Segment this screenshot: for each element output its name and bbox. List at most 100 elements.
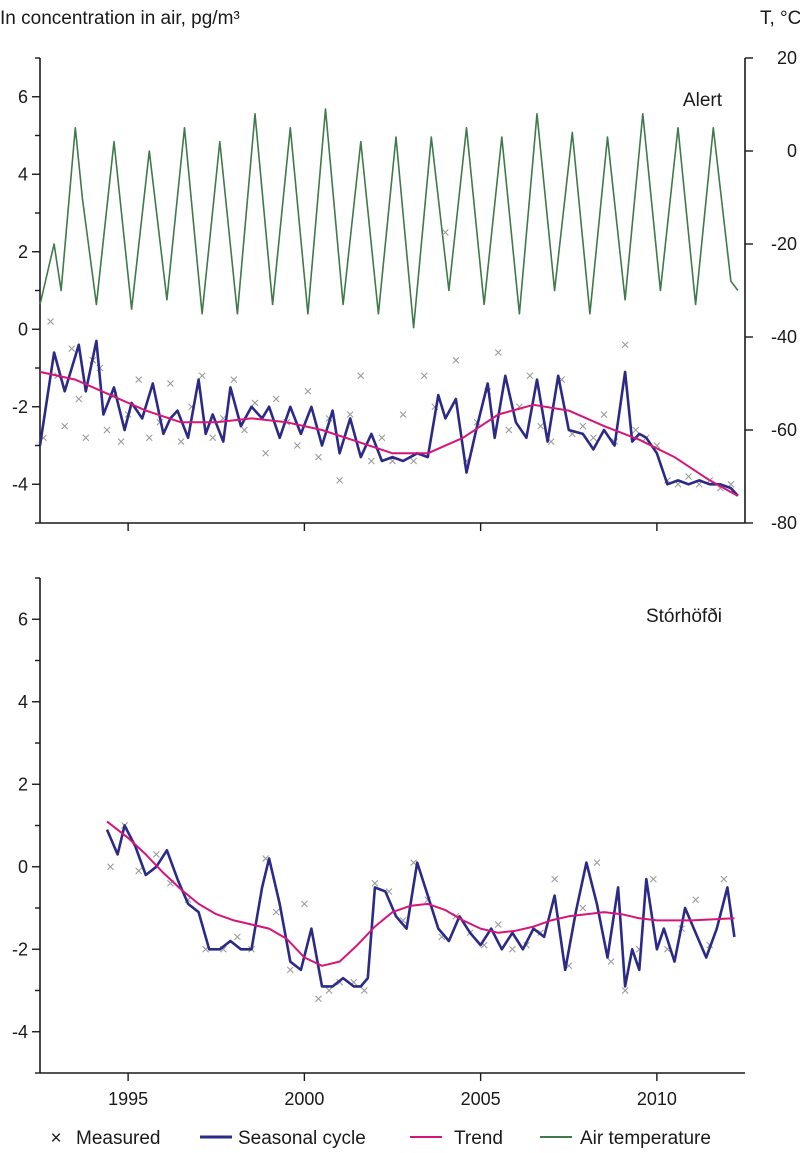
- y-tick-label-storhofdi: -2: [12, 939, 28, 959]
- measured-point: [234, 933, 241, 941]
- legend-measured-symbol: ×: [50, 1128, 61, 1149]
- measured-point: [600, 411, 608, 418]
- measured-point: [441, 228, 449, 236]
- measured-point: [315, 995, 322, 1003]
- measured-point: [107, 863, 114, 871]
- series-seasonal-cycle-storhofdi: [105, 824, 736, 988]
- measured-point: [241, 426, 248, 434]
- measured-point: [621, 987, 629, 994]
- measured-point: [145, 434, 153, 442]
- y-tick-label-alert: 4: [18, 164, 28, 184]
- measured-point: [621, 341, 629, 349]
- measured-point: [75, 395, 83, 403]
- measured-point: [367, 457, 375, 465]
- measured-point: [649, 875, 657, 883]
- measured-point: [357, 372, 365, 380]
- y2-tick-label-alert: -80: [771, 513, 797, 533]
- x-tick-label-storhofdi: 2005: [461, 1089, 501, 1109]
- measured-point: [494, 921, 502, 928]
- series-trend-alert: [39, 370, 739, 497]
- measured-point: [82, 434, 90, 442]
- ticks-storhofdi: -4 -2 0 2 4 6 1995 2000 2005 2010: [12, 577, 677, 1109]
- measured-point: [286, 966, 294, 974]
- measured-point: [198, 372, 206, 380]
- y2-tick-label-alert: 0: [787, 141, 797, 161]
- measured-point: [685, 473, 692, 480]
- plot-area-storhofdi: [105, 820, 736, 1003]
- measured-point: [526, 372, 534, 380]
- x-tick-label-storhofdi: 2000: [284, 1089, 324, 1109]
- measured-point: [152, 850, 160, 858]
- legend-trend-label: Trend: [454, 1128, 503, 1149]
- y-tick-label-alert: -4: [12, 474, 28, 494]
- y-tick-label-storhofdi: -4: [12, 1022, 28, 1042]
- measured-point: [272, 908, 280, 916]
- measured-point: [117, 438, 125, 446]
- y-tick-label-storhofdi: 0: [18, 857, 28, 877]
- measured-point: [325, 987, 333, 994]
- panel-title-alert: Alert: [683, 90, 723, 111]
- y2-tick-label-alert: -60: [771, 420, 797, 440]
- x-tick-label-storhofdi: 2010: [637, 1089, 677, 1109]
- measured-point: [177, 438, 185, 446]
- y-tick-label-alert: 2: [18, 242, 28, 262]
- measured-point: [593, 859, 601, 867]
- y-tick-label-storhofdi: 6: [18, 609, 28, 629]
- measured-point: [452, 356, 460, 364]
- measured-point: [209, 434, 217, 442]
- measured-point: [135, 867, 143, 875]
- measured-point: [272, 395, 280, 403]
- measured-point: [304, 387, 312, 395]
- measured-point: [293, 442, 301, 449]
- series-trend-storhofdi: [106, 820, 735, 967]
- measured-point: [103, 426, 111, 434]
- ylabel-right: T, °C: [760, 8, 800, 29]
- measured-point: [494, 349, 502, 356]
- measured-point: [692, 896, 700, 904]
- measured-point: [360, 987, 368, 994]
- y-tick-label-alert: 6: [18, 87, 28, 107]
- measured-point: [378, 434, 386, 442]
- x-tick-label-storhofdi: 1995: [108, 1089, 148, 1109]
- measured-point: [315, 453, 322, 461]
- measured-point: [537, 422, 544, 430]
- measured-point: [632, 426, 640, 434]
- measured-point: [399, 411, 407, 418]
- measured-point: [230, 376, 238, 384]
- measured-point: [251, 399, 259, 407]
- measured-point: [336, 476, 344, 484]
- measured-point: [346, 411, 354, 418]
- measured-point: [505, 426, 513, 434]
- legend: × Measured Seasonal cycle Trend Air temp…: [50, 1128, 711, 1149]
- measured-point: [420, 372, 428, 380]
- y-tick-label-alert: -2: [12, 397, 28, 417]
- panel-storhofdi: Stórhöfði -4 -2 0 2 4 6 1995 2000 2005 2010: [12, 577, 745, 1109]
- y-tick-label-storhofdi: 2: [18, 774, 28, 794]
- series-air-temperature-alert: [39, 108, 739, 329]
- y2-tick-label-alert: -20: [771, 234, 797, 254]
- legend-temperature-label: Air temperature: [580, 1128, 711, 1149]
- measured-point: [508, 945, 516, 953]
- measured-point: [262, 449, 269, 457]
- y-tick-label-alert: 0: [18, 319, 28, 339]
- panel-title-storhofdi: Stórhöfði: [646, 606, 722, 627]
- ylabel-left: In concentration in air, pg/m³: [0, 8, 240, 29]
- plot-area-alert: [38, 108, 739, 497]
- y2-tick-label-alert: 20: [777, 48, 797, 68]
- measured-point: [579, 904, 587, 912]
- measured-point: [590, 434, 597, 442]
- measured-point: [579, 422, 587, 430]
- measured-point: [47, 318, 54, 325]
- measured-point: [607, 958, 615, 966]
- series-seasonal-cycle-alert: [38, 339, 739, 497]
- legend-measured-label: Measured: [76, 1128, 161, 1149]
- measured-point: [551, 875, 559, 883]
- measured-point: [371, 879, 379, 887]
- measured-point: [167, 380, 174, 387]
- y2-tick-label-alert: -40: [771, 327, 797, 347]
- measured-point: [61, 422, 69, 430]
- measured-point: [410, 457, 418, 465]
